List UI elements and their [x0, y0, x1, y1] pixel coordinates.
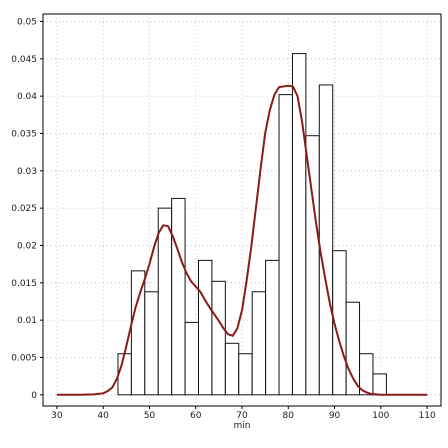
histogram-bar — [197, 259, 213, 396]
histogram-bar — [238, 353, 253, 396]
density-curve — [56, 84, 428, 396]
density-curve-layer — [56, 84, 428, 396]
histogram-bar — [157, 207, 173, 396]
histogram-bar — [372, 373, 387, 396]
histogram-bar — [305, 135, 320, 396]
histogram-bar — [278, 94, 293, 396]
y-tick-label: 0.025 — [11, 204, 37, 214]
x-tick-label: 60 — [190, 411, 202, 421]
x-tick-label: 70 — [236, 411, 248, 421]
histogram-bar — [251, 291, 267, 396]
y-axis-ticks: 0 0.005 0.01 0.015 0.02 0.025 0.03 0.035 0.04 0.0… — [11, 17, 43, 401]
histogram-bar — [318, 84, 334, 396]
y-tick-label: 0.02 — [17, 241, 37, 251]
histogram-bar — [171, 197, 186, 396]
x-tick-label: 90 — [329, 411, 341, 421]
x-tick-label: 30 — [51, 411, 63, 421]
y-tick-label: 0.045 — [11, 55, 37, 65]
y-tick-label: 0.035 — [11, 129, 37, 139]
histogram-bar — [265, 259, 280, 396]
histogram-bar — [117, 353, 132, 396]
histogram-bar — [211, 280, 226, 396]
x-tick-label: 80 — [283, 411, 295, 421]
x-axis-ticks: 30 40 50 60 70 80 90 100 110 — [51, 406, 436, 421]
histogram-bar — [130, 270, 146, 396]
y-tick-label: 0.01 — [17, 316, 37, 326]
x-axis-label: min — [234, 421, 251, 431]
histogram-bar — [345, 301, 361, 396]
y-tick-label: 0.015 — [11, 279, 37, 289]
x-tick-label: 110 — [419, 411, 436, 421]
histogram-bar — [144, 291, 159, 396]
y-tick-label: 0.05 — [17, 17, 37, 27]
x-tick-label: 100 — [372, 411, 389, 421]
y-tick-label: 0.04 — [17, 92, 37, 102]
y-tick-label: 0 — [31, 391, 37, 401]
y-tick-label: 0.005 — [11, 353, 37, 363]
histogram-bar — [184, 321, 199, 396]
y-tick-label: 0.03 — [17, 167, 37, 177]
x-tick-label: 50 — [144, 411, 156, 421]
histogram-bar — [224, 342, 240, 396]
x-tick-label: 40 — [97, 411, 109, 421]
